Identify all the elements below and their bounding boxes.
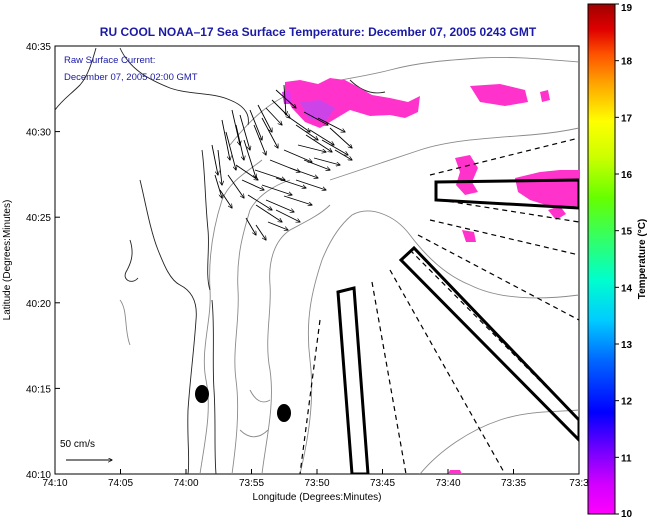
- x-tick-label: 73:45: [370, 478, 395, 489]
- study-boxes: [336, 178, 579, 474]
- figure-title: RU COOL NOAA–17 Sea Surface Temperature:…: [100, 25, 537, 39]
- colorbar-tick-label: 13: [621, 340, 633, 351]
- colorbar-gradient: [587, 3, 616, 515]
- colorbar-tick-label: 16: [621, 170, 633, 181]
- y-tick-label: 40:30: [26, 128, 51, 139]
- x-tick-label: 73:50: [304, 478, 329, 489]
- current-vectors: [211, 84, 352, 240]
- colorbar-tick-label: 17: [621, 113, 633, 124]
- y-tick-label: 40:10: [26, 470, 51, 481]
- x-axis-ticks: 74:10 74:05 74:00 73:55 73:50 73:45 73:40 73:35…: [42, 469, 589, 489]
- colorbar: 19 18 17 16 15 14 13 12 11 10 Temperature (°C): [587, 3, 648, 519]
- x-tick-label: 73:40: [435, 478, 460, 489]
- bathymetry-contours: [119, 57, 579, 474]
- x-tick-label: 73:35: [501, 478, 526, 489]
- scale-label: 50 cm/s: [60, 439, 95, 450]
- legend-line1: Raw Surface Current:: [64, 55, 155, 66]
- y-axis-label: Latitude (Degrees:Minutes): [2, 200, 13, 321]
- coastline: [55, 47, 386, 474]
- buoy-marker: [195, 385, 209, 403]
- x-tick-label: 73:3: [569, 478, 589, 489]
- x-tick-label: 74:05: [108, 478, 133, 489]
- y-tick-label: 40:15: [26, 384, 51, 395]
- colorbar-tick-label: 10: [621, 509, 633, 519]
- colorbar-tick-label: 15: [621, 227, 633, 238]
- y-tick-label: 40:20: [26, 299, 51, 310]
- map-plot-area: Raw Surface Current: December 07, 2005 0…: [54, 45, 580, 475]
- x-tick-label: 73:55: [239, 478, 264, 489]
- x-tick-label: 74:10: [42, 478, 67, 489]
- y-axis-ticks: 40:35 40:30 40:25 40:20 40:15 40:10: [26, 42, 60, 481]
- colorbar-tick-label: 18: [621, 57, 633, 68]
- colorbar-label: Temperature (°C): [637, 219, 648, 300]
- colorbar-tick-label: 14: [621, 283, 633, 294]
- colorbar-tick-label: 11: [621, 453, 632, 464]
- colorbar-ticks: 19 18 17 16 15 14 13 12 11 10: [615, 3, 633, 519]
- buoy-marker: [277, 404, 291, 422]
- colorbar-tick-label: 19: [621, 3, 633, 14]
- colorbar-tick-label: 12: [621, 397, 633, 408]
- x-tick-label: 74:00: [173, 478, 198, 489]
- y-tick-label: 40:35: [26, 42, 51, 53]
- y-tick-label: 40:25: [26, 213, 51, 224]
- x-axis-label: Longitude (Degrees:Minutes): [253, 492, 382, 503]
- legend-line2: December 07, 2005 02:00 GMT: [64, 72, 198, 83]
